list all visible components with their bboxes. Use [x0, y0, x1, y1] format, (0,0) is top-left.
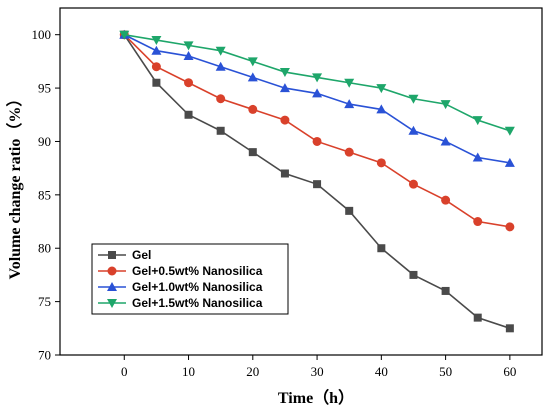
- data-point: [280, 115, 290, 125]
- legend-label: Gel+0.5wt% Nanosilica: [132, 264, 263, 278]
- data-point: [215, 61, 226, 71]
- x-axis-label: Time（h）: [278, 389, 354, 407]
- legend-marker: [107, 299, 117, 308]
- data-point: [440, 136, 451, 146]
- data-point: [312, 136, 322, 146]
- data-point: [376, 84, 387, 94]
- data-point: [441, 286, 450, 295]
- series-1: [119, 30, 515, 232]
- legend-marker: [107, 282, 117, 291]
- data-point: [248, 148, 257, 157]
- data-point: [408, 125, 419, 135]
- data-point: [247, 72, 258, 82]
- series-2: [119, 29, 515, 167]
- x-tick-label: 10: [182, 364, 195, 379]
- data-point: [505, 222, 515, 232]
- data-point: [344, 99, 355, 109]
- y-axis-ticks: 70 75 80 85 90 95 100: [32, 27, 60, 363]
- data-point: [408, 179, 418, 189]
- series-line-1: [123, 34, 510, 228]
- legend-label: Gel+1.5wt% Nanosilica: [132, 296, 263, 310]
- data-point: [376, 104, 387, 114]
- data-point: [184, 110, 193, 119]
- data-point: [248, 104, 258, 114]
- data-point: [151, 36, 162, 46]
- data-point: [151, 45, 162, 55]
- legend-item: Gel+1.5wt% Nanosilica: [98, 296, 263, 310]
- data-point: [183, 41, 194, 51]
- data-point: [441, 195, 451, 205]
- x-tick-label: 50: [439, 364, 452, 379]
- data-point: [472, 152, 483, 162]
- legend-item: Gel+0.5wt% Nanosilica: [98, 264, 263, 278]
- x-tick-label: 0: [121, 364, 128, 379]
- y-axis-label: Volume change ratio（%）: [6, 91, 24, 280]
- series-layer: [119, 29, 515, 333]
- data-point: [505, 324, 514, 333]
- plot-frame: [59, 7, 543, 356]
- plot-border: [59, 7, 543, 356]
- data-point: [215, 46, 226, 56]
- y-tick-label: 75: [38, 294, 51, 309]
- data-point: [312, 73, 323, 83]
- data-point: [345, 206, 354, 215]
- data-point: [247, 57, 258, 67]
- data-point: [344, 78, 355, 88]
- data-point: [504, 157, 515, 167]
- y-tick-label: 70: [38, 348, 51, 363]
- data-point: [313, 180, 322, 189]
- data-point: [216, 126, 225, 135]
- data-point: [312, 88, 323, 98]
- x-tick-label: 30: [311, 364, 324, 379]
- x-tick-label: 60: [503, 364, 516, 379]
- data-point: [377, 244, 386, 253]
- legend-label: Gel: [132, 248, 151, 262]
- y-tick-label: 95: [38, 81, 51, 96]
- x-tick-label: 20: [246, 364, 259, 379]
- series-line-3: [124, 33, 511, 132]
- data-point: [473, 313, 482, 322]
- y-tick-label: 100: [32, 27, 52, 42]
- data-point: [472, 116, 483, 126]
- data-point: [184, 78, 194, 88]
- x-axis-ticks: 0 10 20 30 40 50 60: [121, 355, 516, 379]
- data-point: [152, 78, 161, 87]
- data-point: [279, 68, 290, 78]
- y-tick-label: 85: [38, 187, 51, 202]
- legend-item: Gel: [98, 248, 151, 262]
- legend-label: Gel+1.0wt% Nanosilica: [132, 280, 263, 294]
- data-point: [440, 100, 451, 110]
- data-point: [216, 94, 226, 104]
- legend-item: Gel+1.0wt% Nanosilica: [98, 280, 263, 294]
- legend-marker: [107, 266, 117, 276]
- data-point: [279, 83, 290, 93]
- data-point: [408, 94, 419, 104]
- data-point: [151, 62, 161, 72]
- data-point: [183, 51, 194, 61]
- data-point: [376, 158, 386, 168]
- data-point: [504, 126, 515, 136]
- data-point: [409, 270, 418, 279]
- legend-marker: [108, 251, 116, 259]
- legend: Gel Gel+0.5wt% Nanosilica Gel+1.0wt% Nanos…: [91, 243, 289, 315]
- x-tick-label: 40: [375, 364, 388, 379]
- data-point: [473, 217, 483, 227]
- data-point: [280, 169, 289, 178]
- y-tick-label: 90: [38, 134, 51, 149]
- data-point: [119, 30, 130, 40]
- y-tick-label: 80: [38, 241, 51, 256]
- series-3: [119, 30, 515, 136]
- data-point: [344, 147, 354, 157]
